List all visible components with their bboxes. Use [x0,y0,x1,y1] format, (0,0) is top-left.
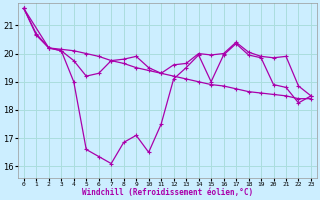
X-axis label: Windchill (Refroidissement éolien,°C): Windchill (Refroidissement éolien,°C) [82,188,253,197]
